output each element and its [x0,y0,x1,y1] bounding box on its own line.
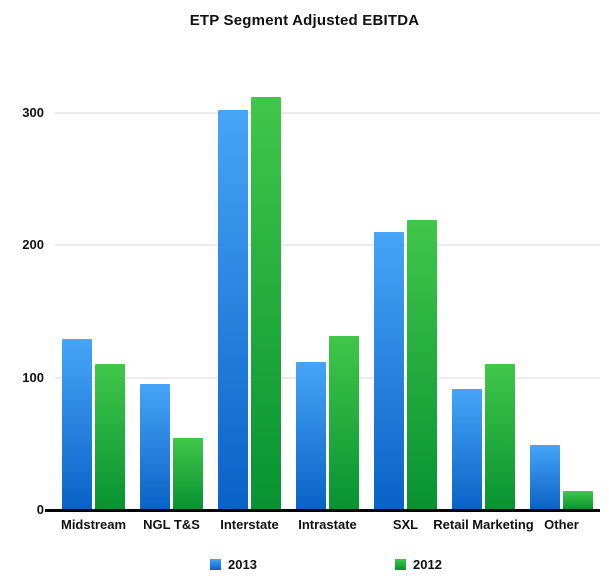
plot-area: 0 100 200 300 Midstream NGL T&S Interstate Intr… [22,86,600,532]
legend-swatch-2013 [210,558,221,570]
y-tick-label: 0 [36,502,44,517]
x-category-label: Retail Marketing [433,517,534,532]
x-category-label: Midstream [60,517,127,532]
x-category-label: Interstate [220,517,279,532]
bar-2012-interstate [251,97,281,510]
bar-2013-retail-marketing [452,389,482,510]
bar-2012-ngl-t-s [173,438,203,510]
y-tick-label: 200 [22,237,44,252]
bar-2012-intrastate [329,336,359,510]
legend-item-2013: 2013 [210,556,257,572]
gridline-100 [55,376,600,379]
bar-2013-ngl-t-s [140,384,170,510]
x-category-label: Intrastate [298,517,357,532]
bar-2013-interstate [218,110,248,510]
bar-2013-midstream [62,339,92,510]
bar-2012-sxl [407,220,437,510]
bar-2012-midstream [95,364,125,510]
bar-2013-sxl [374,232,404,510]
x-category-label: Other [544,517,579,532]
legend-label: 2013 [228,556,257,572]
gridline-300 [55,111,600,114]
x-category-label: SXL [392,517,419,532]
bar-2012-other [563,491,593,510]
legend-swatch-2012 [395,558,406,570]
bar-2013-other [530,445,560,510]
chart-title: ETP Segment Adjusted EBITDA [189,12,420,29]
bar-2012-retail-marketing [485,364,515,510]
y-tick-label: 100 [22,369,44,385]
legend-label: 2012 [413,556,442,572]
x-category-label: NGL T&S [143,517,200,532]
bar-2013-intrastate [296,362,326,510]
legend-item-2012: 2012 [395,556,442,572]
x-axis-line [45,509,600,512]
legend: 2013 2012 [0,556,609,576]
gridline-200 [55,244,600,246]
y-tick-label: 300 [22,104,44,120]
